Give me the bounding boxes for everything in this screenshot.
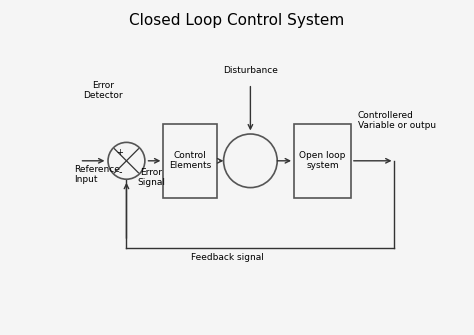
Text: Error
Detector: Error Detector [83, 81, 123, 100]
Text: Open loop
system: Open loop system [299, 151, 346, 171]
Text: Error
Signal: Error Signal [137, 168, 165, 187]
Text: +: + [117, 148, 123, 157]
Circle shape [108, 142, 145, 179]
Text: Closed Loop Control System: Closed Loop Control System [129, 13, 345, 27]
Bar [294, 124, 351, 198]
Text: Reference
Input: Reference Input [74, 164, 120, 184]
Text: Control
Elements: Control Elements [169, 151, 211, 171]
Text: Feedback signal: Feedback signal [191, 254, 264, 262]
Text: Controllered
Variable or outpu: Controllered Variable or outpu [357, 111, 436, 130]
Text: Disturbance: Disturbance [223, 66, 278, 75]
Circle shape [224, 134, 277, 188]
Text: -: - [118, 167, 122, 177]
Bar [164, 124, 217, 198]
